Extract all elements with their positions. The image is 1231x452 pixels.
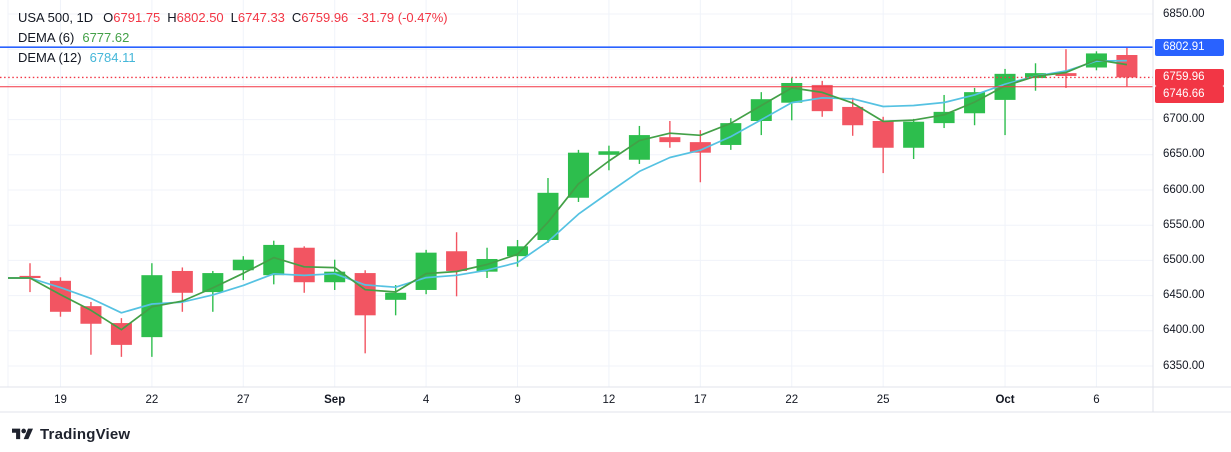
- time-axis-label-6: 6: [1093, 394, 1100, 406]
- time-axis-label-17: 17: [693, 394, 707, 406]
- candle-sep-25[interactable]: [872, 121, 894, 148]
- axis-borders: [0, 0, 1231, 413]
- price-axis-label: 6450.00: [1163, 289, 1205, 302]
- symbol-row[interactable]: USA 500, 1D O6791.75 H6802.50 L6747.33 C6759…: [18, 8, 448, 28]
- time-axis-label-27: 27: [236, 394, 250, 406]
- candle-aug-27[interactable]: [232, 259, 254, 271]
- indicator-value: 6777.62: [82, 30, 130, 45]
- time-axis-label-4: 4: [422, 394, 430, 406]
- change-value: -31.79 (-0.47%): [357, 10, 448, 25]
- indicator-value: 6784.11: [89, 50, 136, 65]
- price-badge-6759.96: 6759.96: [1155, 68, 1224, 86]
- price-axis-label: 6500.00: [1163, 253, 1205, 266]
- candle-sep-19[interactable]: [750, 99, 772, 122]
- time-axis-label-25: 25: [876, 394, 890, 406]
- tradingview-logo[interactable]: TradingView: [12, 426, 130, 443]
- tradingview-logo-text: TradingView: [40, 426, 131, 443]
- time-axis-label-oct: Oct: [995, 394, 1015, 406]
- candle-oct-7[interactable]: [1116, 55, 1138, 78]
- candle-sep-10[interactable]: [537, 192, 559, 240]
- candle-sep-29[interactable]: [933, 111, 955, 124]
- time-axis-label-12: 12: [602, 394, 616, 406]
- candle-aug-21[interactable]: [110, 323, 132, 345]
- price-axis-label: 6650.00: [1163, 148, 1205, 161]
- candle-sep-9[interactable]: [507, 246, 529, 257]
- ohlc-o: O6791.75: [103, 10, 161, 25]
- ohlc-l: L6747.33: [230, 10, 285, 25]
- candle-aug-25[interactable]: [171, 270, 193, 293]
- indicator-row-0[interactable]: DEMA (6) 6777.62: [18, 28, 448, 48]
- price-axis-label: 6350.00: [1163, 359, 1205, 372]
- candle-sep-16[interactable]: [659, 137, 681, 143]
- candle-sep-3[interactable]: [385, 292, 407, 300]
- time-axis-label-22: 22: [145, 394, 159, 406]
- dema6-line: [8, 58, 1128, 331]
- candle-sep-26[interactable]: [903, 121, 925, 148]
- candle-aug-18[interactable]: [19, 275, 41, 278]
- ohlc-c: C6759.96: [291, 10, 349, 25]
- time-axis-label-9: 9: [514, 394, 521, 406]
- candle-aug-28[interactable]: [263, 244, 285, 276]
- candle-sep-4[interactable]: [415, 252, 437, 290]
- time-axis-label-22: 22: [785, 394, 799, 406]
- candle-oct-3[interactable]: [1055, 73, 1077, 76]
- dema-lines: [8, 58, 1128, 331]
- candle-sep-15[interactable]: [628, 135, 650, 160]
- indicator-row-1[interactable]: DEMA (12) 6784.11: [18, 48, 448, 68]
- candle-aug-20[interactable]: [80, 306, 102, 324]
- symbol-title: USA 500, 1D: [18, 10, 94, 25]
- candle-sep-12[interactable]: [598, 151, 620, 155]
- candle-sep-1[interactable]: [324, 271, 346, 283]
- time-axis-label-19: 19: [54, 394, 67, 406]
- candle-aug-29[interactable]: [293, 247, 315, 283]
- dema12-line: [8, 59, 1127, 314]
- candles[interactable]: [19, 47, 1138, 357]
- candle-sep-5[interactable]: [446, 251, 468, 271]
- indicator-label: DEMA (6): [18, 30, 75, 45]
- price-badge-6746.66: 6746.66: [1155, 85, 1224, 103]
- candle-sep-11[interactable]: [567, 152, 589, 198]
- indicator-rows: DEMA (6) 6777.62 DEMA (12) 6784.11: [18, 28, 448, 68]
- ohlc-values: O6791.75 H6802.50 L6747.33 C6759.96: [103, 10, 355, 25]
- price-axis-label: 6700.00: [1163, 113, 1205, 126]
- indicator-label: DEMA (12): [18, 50, 82, 65]
- candle-sep-2[interactable]: [354, 273, 376, 316]
- time-axis-label-sep: Sep: [324, 394, 346, 406]
- price-axis-label: 6850.00: [1163, 7, 1205, 20]
- candle-sep-24[interactable]: [842, 106, 864, 126]
- ohlc-h: H6802.50: [167, 10, 224, 25]
- price-axis-label: 6550.00: [1163, 218, 1205, 231]
- legend: USA 500, 1D O6791.75 H6802.50 L6747.33 C6759…: [18, 8, 448, 68]
- price-axis-label: 6600.00: [1163, 183, 1205, 196]
- candle-sep-17[interactable]: [689, 142, 711, 153]
- price-badge-6802.91: 6802.91: [1155, 38, 1224, 56]
- price-axis-label: 6400.00: [1163, 324, 1205, 337]
- candle-aug-26[interactable]: [202, 273, 224, 293]
- price-level-lines[interactable]: [0, 46, 1153, 88]
- tradingview-logo-icon: [12, 428, 33, 440]
